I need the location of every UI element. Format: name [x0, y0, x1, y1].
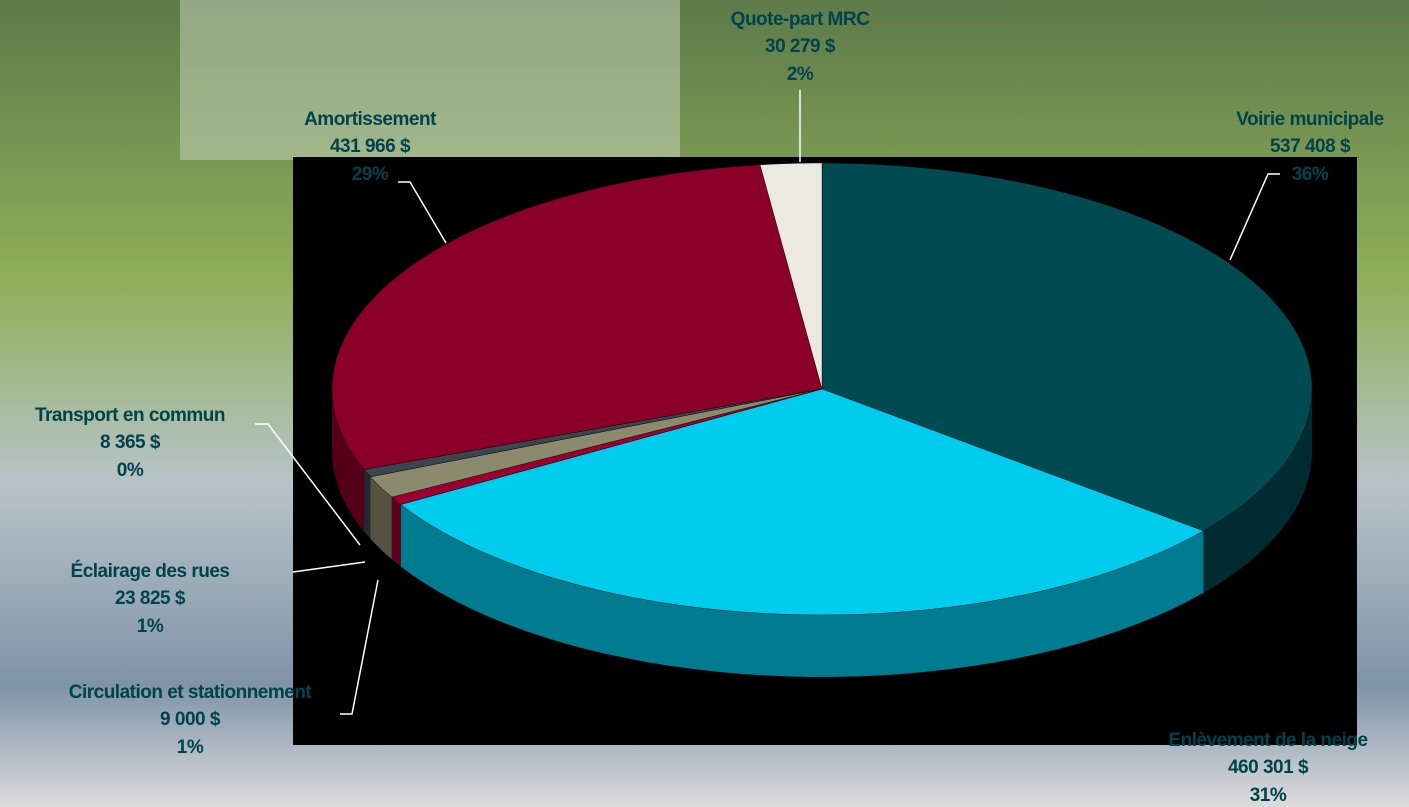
- value-label: 30 279 $: [765, 36, 836, 57]
- slice-label: Enlèvement de la neige: [1168, 730, 1367, 751]
- value-label: 431 966 $: [330, 136, 411, 157]
- value-label: 9 000 $: [160, 709, 221, 730]
- slice-label: Circulation et stationnement: [69, 682, 313, 703]
- percent-label: 2%: [787, 64, 814, 85]
- value-label: 460 301 $: [1228, 757, 1309, 778]
- slice-label: Quote-part MRC: [731, 9, 870, 30]
- slice-side: [332, 389, 365, 532]
- slice-label: Amortissement: [304, 109, 437, 130]
- slice-label: Transport en commun: [35, 405, 225, 426]
- percent-label: 31%: [1250, 785, 1287, 806]
- slice-label: Éclairage des rues: [71, 560, 230, 582]
- leader-line: [255, 423, 361, 546]
- slice: [759, 162, 823, 390]
- labels: Voirie municipale 537 408 $ 36% Enlèvement …: [35, 9, 1384, 806]
- slice: [821, 162, 1313, 532]
- value-label: 23 825 $: [115, 588, 186, 609]
- leader-line: [398, 181, 447, 244]
- value-label: 8 365 $: [100, 432, 161, 453]
- percent-label: 36%: [1292, 164, 1329, 185]
- leader-line: [292, 561, 366, 573]
- slice-side: [370, 476, 392, 560]
- pie: [331, 162, 1313, 677]
- slice-side: [391, 497, 401, 567]
- slice-side: [1203, 389, 1312, 593]
- percent-label: 0%: [117, 460, 144, 481]
- background-shape: [180, 0, 680, 160]
- percent-label: 29%: [352, 164, 389, 185]
- percent-label: 1%: [177, 737, 204, 758]
- slice-side: [364, 469, 371, 539]
- slice: [400, 388, 1204, 616]
- value-label: 537 408 $: [1270, 136, 1351, 157]
- percent-label: 1%: [137, 616, 164, 637]
- slice-side: [400, 504, 1204, 677]
- slice: [331, 164, 823, 470]
- leader-line: [340, 579, 379, 715]
- slice-label: Voirie municipale: [1236, 109, 1383, 130]
- leader-line: [1229, 173, 1280, 261]
